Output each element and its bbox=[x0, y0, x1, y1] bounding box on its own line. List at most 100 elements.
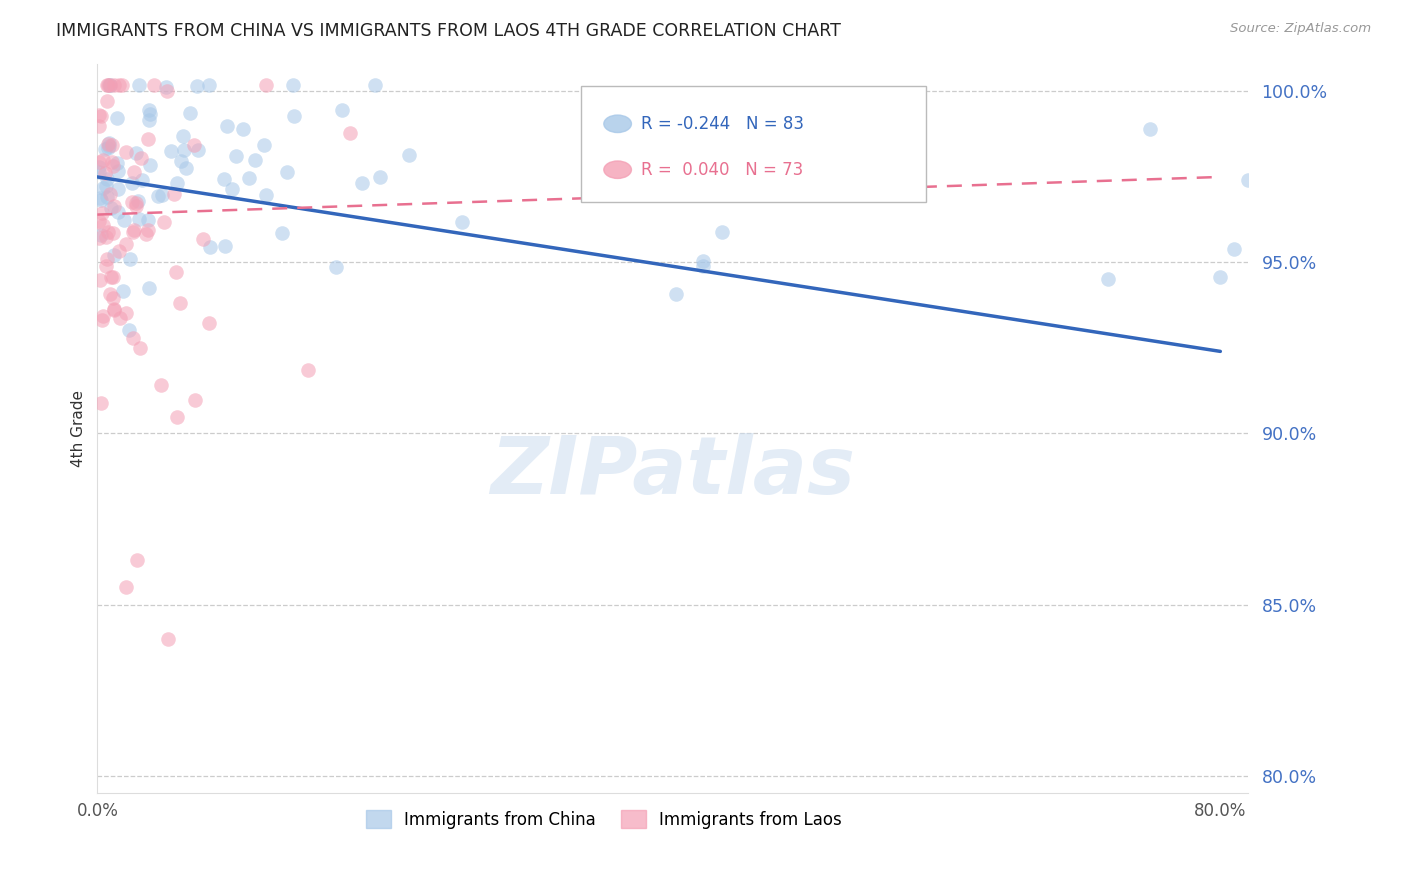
Point bbox=[108, 78, 131, 92]
Point bbox=[183, 138, 205, 153]
Point bbox=[91, 219, 114, 233]
Point bbox=[169, 296, 191, 310]
Point bbox=[97, 140, 120, 154]
Point bbox=[156, 632, 179, 646]
Text: ZIPatlas: ZIPatlas bbox=[491, 434, 855, 511]
Point bbox=[121, 226, 143, 240]
Point bbox=[1097, 272, 1119, 286]
Point bbox=[107, 182, 129, 196]
Point bbox=[152, 215, 174, 229]
Point bbox=[96, 259, 118, 273]
Point bbox=[165, 265, 187, 279]
Point bbox=[150, 187, 173, 202]
Point bbox=[115, 236, 138, 251]
Point bbox=[139, 106, 162, 120]
Point bbox=[1139, 122, 1161, 136]
Point bbox=[125, 195, 148, 210]
Point bbox=[156, 84, 179, 98]
Point bbox=[370, 169, 392, 184]
Point bbox=[138, 103, 160, 117]
Point bbox=[139, 158, 162, 172]
Point bbox=[94, 179, 117, 194]
Point bbox=[122, 331, 145, 345]
Point bbox=[221, 182, 243, 196]
Point bbox=[90, 396, 112, 410]
Point bbox=[325, 260, 347, 274]
Point bbox=[173, 143, 195, 157]
Point bbox=[90, 228, 112, 243]
Point bbox=[115, 306, 138, 320]
Circle shape bbox=[603, 161, 631, 178]
Point bbox=[129, 151, 152, 165]
Point bbox=[398, 148, 420, 162]
Point bbox=[692, 254, 714, 268]
Point bbox=[1237, 173, 1260, 187]
Point bbox=[350, 176, 373, 190]
Point bbox=[91, 313, 114, 327]
Point bbox=[108, 310, 131, 325]
Point bbox=[103, 301, 125, 316]
Point bbox=[198, 78, 221, 92]
Point bbox=[103, 78, 125, 92]
Point bbox=[283, 109, 305, 123]
Point bbox=[98, 186, 121, 201]
Point bbox=[330, 103, 353, 118]
Point bbox=[172, 128, 194, 143]
Point bbox=[89, 191, 111, 205]
Point bbox=[364, 78, 387, 92]
Point bbox=[138, 113, 160, 128]
Point bbox=[103, 199, 125, 213]
Point bbox=[97, 78, 120, 92]
Point bbox=[665, 287, 688, 301]
Point bbox=[103, 303, 125, 318]
Point bbox=[101, 137, 124, 152]
Text: Source: ZipAtlas.com: Source: ZipAtlas.com bbox=[1230, 22, 1371, 36]
Point bbox=[179, 105, 201, 120]
Point bbox=[125, 199, 148, 213]
Point bbox=[238, 170, 260, 185]
Point bbox=[128, 211, 150, 226]
Point bbox=[127, 194, 149, 209]
Point bbox=[121, 176, 143, 190]
Point bbox=[122, 164, 145, 178]
Point bbox=[128, 78, 150, 92]
Point bbox=[105, 111, 128, 125]
Point bbox=[107, 204, 129, 219]
Point bbox=[166, 409, 188, 424]
Point bbox=[193, 232, 215, 246]
Point bbox=[143, 78, 166, 92]
Point bbox=[253, 137, 276, 152]
Point bbox=[276, 164, 298, 178]
Point bbox=[135, 227, 157, 242]
Point bbox=[97, 138, 120, 153]
Point bbox=[89, 108, 111, 122]
Point bbox=[96, 190, 118, 204]
Point bbox=[136, 212, 159, 227]
Point bbox=[107, 163, 129, 178]
Point bbox=[129, 341, 152, 355]
Point bbox=[166, 177, 188, 191]
Point bbox=[163, 186, 186, 201]
Point bbox=[115, 581, 138, 595]
Point bbox=[87, 155, 110, 169]
Point bbox=[160, 144, 183, 158]
Point bbox=[97, 136, 120, 151]
Point bbox=[125, 146, 148, 161]
Point bbox=[186, 79, 208, 94]
Circle shape bbox=[603, 115, 631, 133]
Point bbox=[100, 201, 122, 215]
Point bbox=[100, 269, 122, 284]
Point bbox=[101, 226, 124, 240]
Y-axis label: 4th Grade: 4th Grade bbox=[72, 390, 86, 467]
Point bbox=[87, 231, 110, 245]
Point bbox=[111, 284, 134, 298]
Point bbox=[90, 193, 112, 207]
Point bbox=[297, 363, 319, 377]
Point bbox=[225, 149, 247, 163]
Point bbox=[98, 287, 121, 301]
Point bbox=[198, 316, 221, 330]
Point bbox=[710, 225, 733, 239]
Point bbox=[243, 153, 266, 167]
Point bbox=[270, 227, 292, 241]
Point bbox=[91, 153, 114, 167]
